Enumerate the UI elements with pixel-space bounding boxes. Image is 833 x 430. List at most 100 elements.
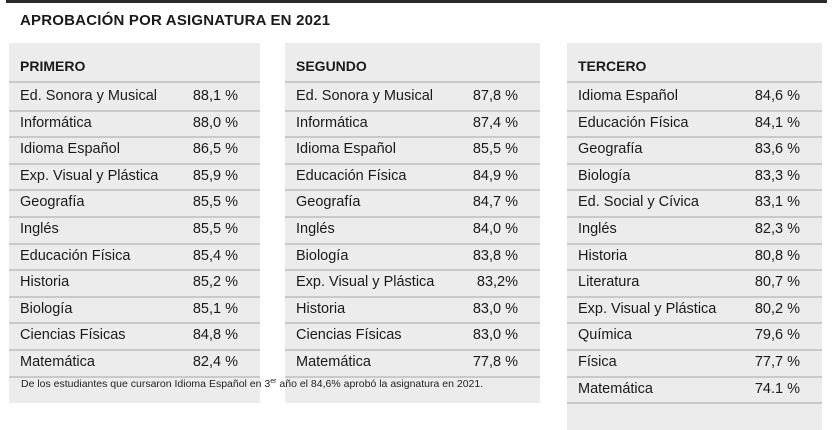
table-row: Biología 85,1 % — [9, 296, 260, 325]
table-header: PRIMERO — [9, 43, 260, 83]
table-row: Biología 83,8 % — [285, 243, 540, 272]
value-cell: 85,5 % — [192, 221, 238, 237]
value-cell: 80,2 % — [754, 300, 800, 317]
value-cell: 87,4 % — [472, 114, 518, 131]
value-cell: 84,1 % — [754, 114, 800, 131]
value-cell: 84,7 % — [472, 194, 518, 211]
subject-cell: Historia — [296, 300, 346, 317]
subject-cell: Biología — [296, 247, 349, 264]
table-row: Educación Física 84,1 % — [567, 110, 822, 139]
table-row: Historia 83,0 % — [285, 296, 540, 325]
subject-cell: Ciencias Físicas — [20, 327, 126, 344]
table-row: Informática 87,4 % — [285, 110, 540, 139]
value-cell: 77,7 % — [754, 354, 800, 370]
table-row: Idioma Español 86,5 % — [9, 136, 260, 165]
value-cell: 88,0 % — [192, 114, 238, 131]
table-row: Exp. Visual y Plástica 85,9 % — [9, 163, 260, 192]
value-cell: 84,9 % — [472, 167, 518, 184]
value-cell: 83,1 % — [754, 194, 800, 211]
value-cell: 85,9 % — [192, 167, 238, 184]
subject-cell: Ed. Sonora y Musical — [20, 88, 158, 104]
table-row: Inglés 85,5 % — [9, 216, 260, 245]
subject-cell: Informática — [20, 114, 92, 131]
table-row: Geografía 85,5 % — [9, 189, 260, 218]
table-row: Ciencias Físicas 83,0 % — [285, 322, 540, 351]
subject-cell: Inglés — [20, 221, 59, 237]
table-row: Exp. Visual y Plástica 83,2% — [285, 269, 540, 298]
table-heading: TERCERO — [578, 58, 647, 74]
table-row: Geografía 84,7 % — [285, 189, 540, 218]
value-cell: 85,1 % — [192, 300, 238, 317]
subject-cell: Historia — [20, 274, 70, 291]
value-cell: 86,5 % — [192, 141, 238, 158]
value-cell: 83,0 % — [472, 327, 518, 344]
subject-cell: Educación Física — [20, 247, 131, 264]
table-row: Educación Física 85,4 % — [9, 243, 260, 272]
table-row: Idioma Español 84,6 % — [567, 83, 822, 112]
subject-cell: Educación Física — [296, 167, 407, 184]
subject-cell: Idioma Español — [20, 141, 120, 158]
footnote-text-start: De los estudiantes que cursaron Idioma E… — [21, 378, 271, 390]
subject-cell: Geografía — [20, 194, 85, 211]
subject-cell: Biología — [20, 300, 73, 317]
table-row: Informática 88,0 % — [9, 110, 260, 139]
value-cell: 82,3 % — [754, 221, 800, 237]
table-row: Ciencias Físicas 84,8 % — [9, 322, 260, 351]
value-cell: 88,1 % — [192, 88, 238, 104]
value-cell: 80,7 % — [754, 274, 800, 291]
footnote-superscript: er — [270, 378, 277, 385]
value-cell: 77,8 % — [472, 354, 518, 370]
value-cell: 79,6 % — [754, 327, 800, 344]
table-row: Literatura 80,7 % — [567, 269, 822, 298]
value-cell: 84,6 % — [754, 88, 800, 104]
subject-cell: Informática — [296, 114, 368, 131]
subject-cell: Química — [578, 327, 632, 344]
value-cell: 83,2% — [476, 274, 518, 291]
value-cell: 84,0 % — [472, 221, 518, 237]
value-cell: 80,8 % — [754, 247, 800, 264]
table-row: Geografía 83,6 % — [567, 136, 822, 165]
table-heading: SEGUNDO — [296, 58, 367, 74]
subject-cell: Literatura — [578, 274, 640, 291]
table-row: Matemática 74.1 % — [567, 376, 822, 405]
subject-cell: Exp. Visual y Plástica — [578, 300, 717, 317]
subject-cell: Geografía — [296, 194, 361, 211]
subject-cell: Física — [578, 354, 617, 370]
footnote-text-end: año el 84,6% aprobó la asignatura en 202… — [276, 378, 484, 390]
page-title: APROBACIÓN POR ASIGNATURA EN 2021 — [20, 12, 331, 29]
subject-cell: Historia — [578, 247, 628, 264]
table-row: Historia 80,8 % — [567, 243, 822, 272]
value-cell: 84,8 % — [192, 327, 238, 344]
subject-cell: Ciencias Físicas — [296, 327, 402, 344]
table-row: Biología 83,3 % — [567, 163, 822, 192]
subject-cell: Matemática — [296, 354, 371, 370]
table-row: Ed. Sonora y Musical 88,1 % — [9, 83, 260, 112]
table-header: SEGUNDO — [285, 43, 540, 83]
table-row: Ed. Sonora y Musical 87,8 % — [285, 83, 540, 112]
table-row: Inglés 84,0 % — [285, 216, 540, 245]
table-row: Ed. Social y Cívica 83,1 % — [567, 189, 822, 218]
subject-cell: Ed. Social y Cívica — [578, 194, 699, 211]
value-cell: 85,4 % — [192, 247, 238, 264]
subject-cell: Ed. Sonora y Musical — [296, 88, 434, 104]
value-cell: 83,0 % — [472, 300, 518, 317]
subject-cell: Matemática — [578, 380, 653, 397]
subject-cell: Idioma Español — [578, 88, 678, 104]
subject-cell: Inglés — [578, 221, 617, 237]
subject-cell: Geografía — [578, 141, 643, 158]
value-cell: 85,2 % — [192, 274, 238, 291]
value-cell: 85,5 % — [472, 141, 518, 158]
table-row: Idioma Español 85,5 % — [285, 136, 540, 165]
table-row: Matemática 77,8 % — [285, 349, 540, 378]
subject-cell: Inglés — [296, 221, 335, 237]
top-rule — [6, 0, 827, 3]
table-heading: PRIMERO — [20, 58, 86, 74]
table-header: TERCERO — [567, 43, 822, 83]
subject-cell: Idioma Español — [296, 141, 396, 158]
table-row: Historia 85,2 % — [9, 269, 260, 298]
subject-cell: Educación Física — [578, 114, 689, 131]
table-row: Física 77,7 % — [567, 349, 822, 378]
footnote: De los estudiantes que cursaron Idioma E… — [21, 378, 483, 390]
value-cell: 83,3 % — [754, 167, 800, 184]
table-row: Exp. Visual y Plástica 80,2 % — [567, 296, 822, 325]
